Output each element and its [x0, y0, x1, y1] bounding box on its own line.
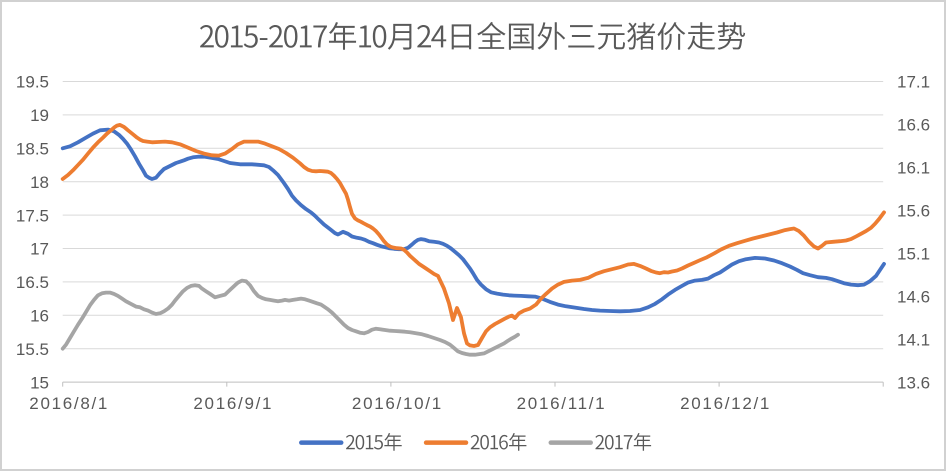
svg-text:18: 18	[30, 173, 49, 192]
svg-text:17.1: 17.1	[897, 73, 930, 92]
svg-text:2016/8/1: 2016/8/1	[29, 394, 109, 413]
svg-text:15.6: 15.6	[897, 202, 930, 221]
svg-text:18.5: 18.5	[16, 140, 49, 159]
svg-text:16.1: 16.1	[897, 159, 930, 178]
svg-text:19: 19	[30, 106, 49, 125]
svg-text:16.6: 16.6	[897, 116, 930, 135]
svg-text:2016/11/1: 2016/11/1	[517, 394, 607, 413]
svg-text:16: 16	[30, 307, 49, 326]
svg-text:19.5: 19.5	[16, 73, 49, 92]
svg-text:2016/9/1: 2016/9/1	[193, 394, 273, 413]
svg-text:17.5: 17.5	[16, 206, 49, 225]
svg-text:15.5: 15.5	[16, 340, 49, 359]
svg-text:2016/12/1: 2016/12/1	[680, 394, 771, 413]
svg-text:2016/10/1: 2016/10/1	[352, 394, 443, 413]
svg-text:16.5: 16.5	[16, 273, 49, 292]
svg-text:14.6: 14.6	[897, 287, 930, 306]
svg-text:14.1: 14.1	[897, 330, 930, 349]
svg-text:15.1: 15.1	[897, 245, 930, 264]
svg-text:17: 17	[30, 240, 49, 259]
svg-text:13.6: 13.6	[897, 373, 930, 392]
svg-text:15: 15	[30, 373, 49, 392]
